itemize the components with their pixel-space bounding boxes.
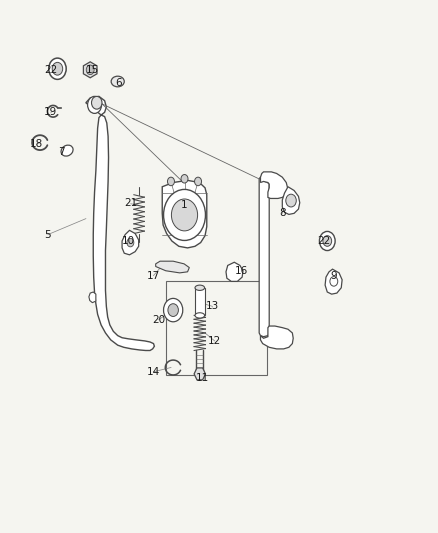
Text: 10: 10 (122, 236, 135, 246)
Ellipse shape (61, 145, 73, 156)
Text: 7: 7 (59, 147, 65, 157)
Text: 12: 12 (208, 336, 221, 346)
Polygon shape (162, 180, 207, 248)
Text: 11: 11 (196, 373, 209, 383)
Ellipse shape (195, 285, 205, 290)
Circle shape (86, 65, 94, 75)
Circle shape (167, 177, 174, 185)
Circle shape (163, 189, 205, 240)
Circle shape (52, 62, 63, 75)
Text: 20: 20 (152, 314, 165, 325)
Circle shape (49, 58, 66, 79)
Circle shape (323, 236, 332, 246)
Circle shape (286, 194, 296, 207)
Polygon shape (283, 187, 300, 214)
Polygon shape (194, 368, 205, 380)
Polygon shape (86, 96, 154, 351)
Polygon shape (89, 292, 96, 303)
Circle shape (92, 96, 102, 109)
Text: 15: 15 (86, 65, 99, 75)
Text: 8: 8 (279, 208, 286, 219)
Text: 17: 17 (147, 271, 160, 280)
Text: 22: 22 (317, 236, 330, 246)
Polygon shape (325, 269, 342, 294)
Text: 13: 13 (206, 301, 219, 311)
Circle shape (168, 304, 178, 317)
Text: 9: 9 (330, 271, 337, 281)
Circle shape (163, 298, 183, 322)
Polygon shape (259, 177, 269, 337)
Polygon shape (261, 172, 288, 198)
Polygon shape (261, 326, 293, 349)
Text: 21: 21 (124, 198, 138, 208)
Text: 16: 16 (235, 266, 248, 276)
Circle shape (181, 174, 188, 183)
Text: 19: 19 (44, 107, 57, 117)
Circle shape (88, 96, 102, 114)
Bar (195, 288, 205, 316)
Polygon shape (122, 230, 139, 255)
Text: 6: 6 (115, 78, 122, 88)
Ellipse shape (195, 313, 205, 318)
Polygon shape (226, 262, 243, 281)
Circle shape (330, 277, 338, 286)
Polygon shape (155, 261, 189, 273)
Ellipse shape (111, 76, 124, 87)
Text: 18: 18 (30, 139, 43, 149)
Circle shape (127, 238, 134, 247)
Polygon shape (83, 62, 97, 78)
Text: 1: 1 (181, 200, 187, 211)
Circle shape (194, 177, 201, 185)
Text: 14: 14 (147, 367, 160, 377)
Circle shape (171, 199, 198, 231)
Text: 5: 5 (45, 230, 51, 240)
Circle shape (319, 231, 335, 251)
Text: 22: 22 (44, 65, 57, 75)
Bar (166, 281, 267, 375)
